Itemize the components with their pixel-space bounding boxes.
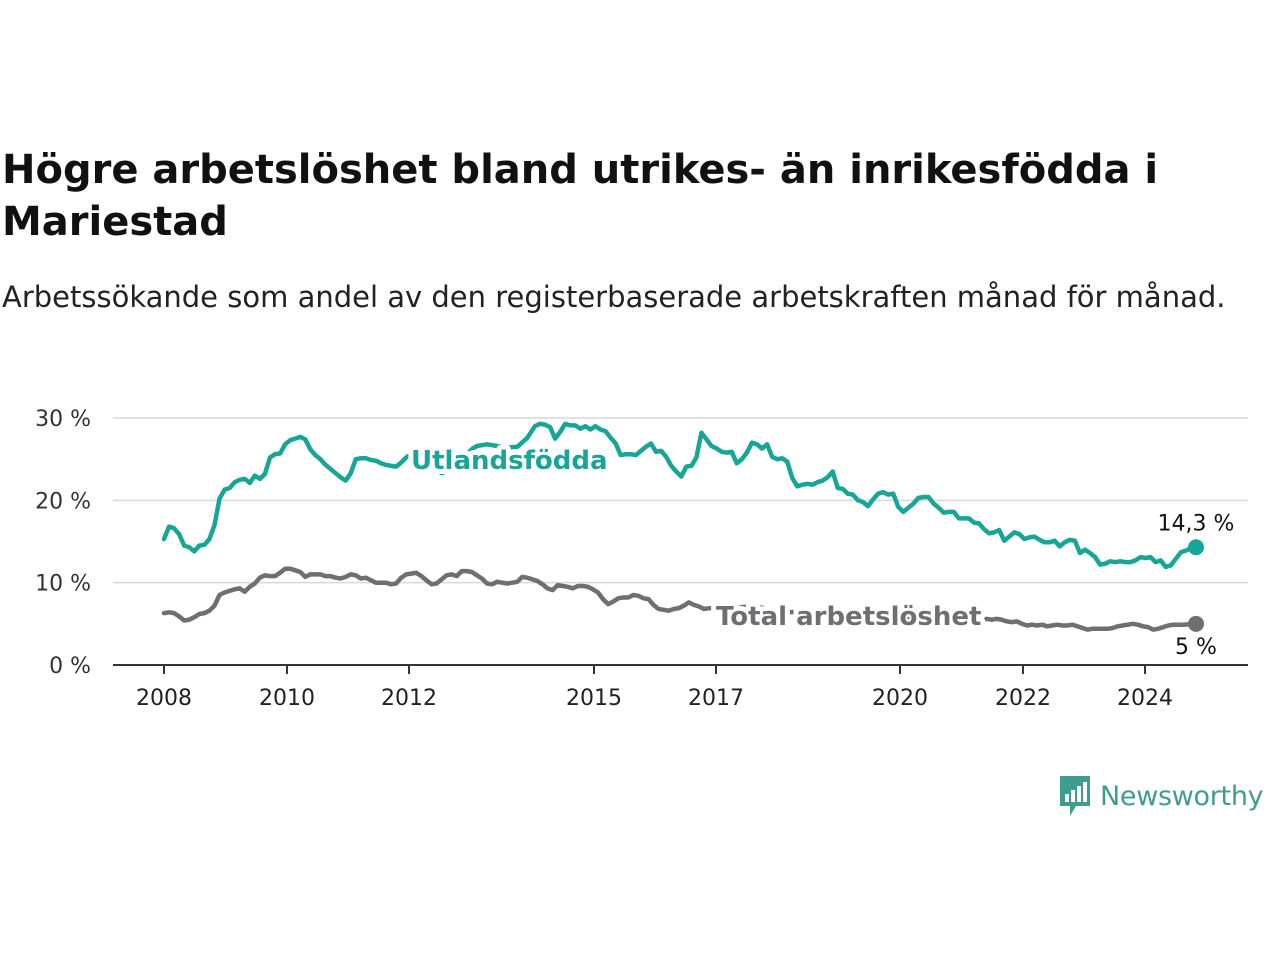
series-line-1 <box>161 566 1199 632</box>
y-tick-label: 10 % <box>35 572 91 597</box>
end-value-label: 5 % <box>1175 635 1217 660</box>
x-tick-label: 2020 <box>872 686 928 711</box>
x-tick-label: 2008 <box>136 686 192 711</box>
series-end-point <box>1188 615 1204 632</box>
series-label: Utlandsfödda <box>411 446 608 476</box>
series-end-point <box>1188 539 1204 556</box>
gridlines <box>113 417 1248 584</box>
axes: 0 % 10 % 20 % 30 % 2008 2010 2012 2015 2017 2020 2… <box>35 407 1248 711</box>
brand-logo: Newsworthy <box>1058 774 1264 818</box>
x-tick-label: 2017 <box>688 686 744 711</box>
x-tick-label: 2012 <box>381 686 437 711</box>
chart-title: Högre arbetslöshet bland utrikes- än inr… <box>2 147 1159 245</box>
chart-subtitle: Arbetssökande som andel av den registerb… <box>2 280 1226 314</box>
series-label-halo: Total arbetslöshet <box>716 602 981 632</box>
y-tick-label: 0 % <box>49 654 91 679</box>
brand-name: Newsworthy <box>1100 780 1264 812</box>
x-tick-label: 2015 <box>566 686 622 711</box>
series-lines <box>161 421 1204 632</box>
newsworthy-logo-icon <box>1060 776 1090 816</box>
series-label-halo: Utlandsfödda <box>411 446 608 476</box>
x-tick-label: 2024 <box>1117 686 1173 711</box>
end-value-label: 14,3 % <box>1158 511 1235 536</box>
x-tick-label: 2010 <box>259 686 315 711</box>
x-tick-label: 2022 <box>995 686 1051 711</box>
series-line-0 <box>161 421 1199 570</box>
y-tick-label: 30 % <box>35 407 91 432</box>
series-label: Total arbetslöshet <box>716 602 981 632</box>
y-tick-label: 20 % <box>35 489 91 514</box>
